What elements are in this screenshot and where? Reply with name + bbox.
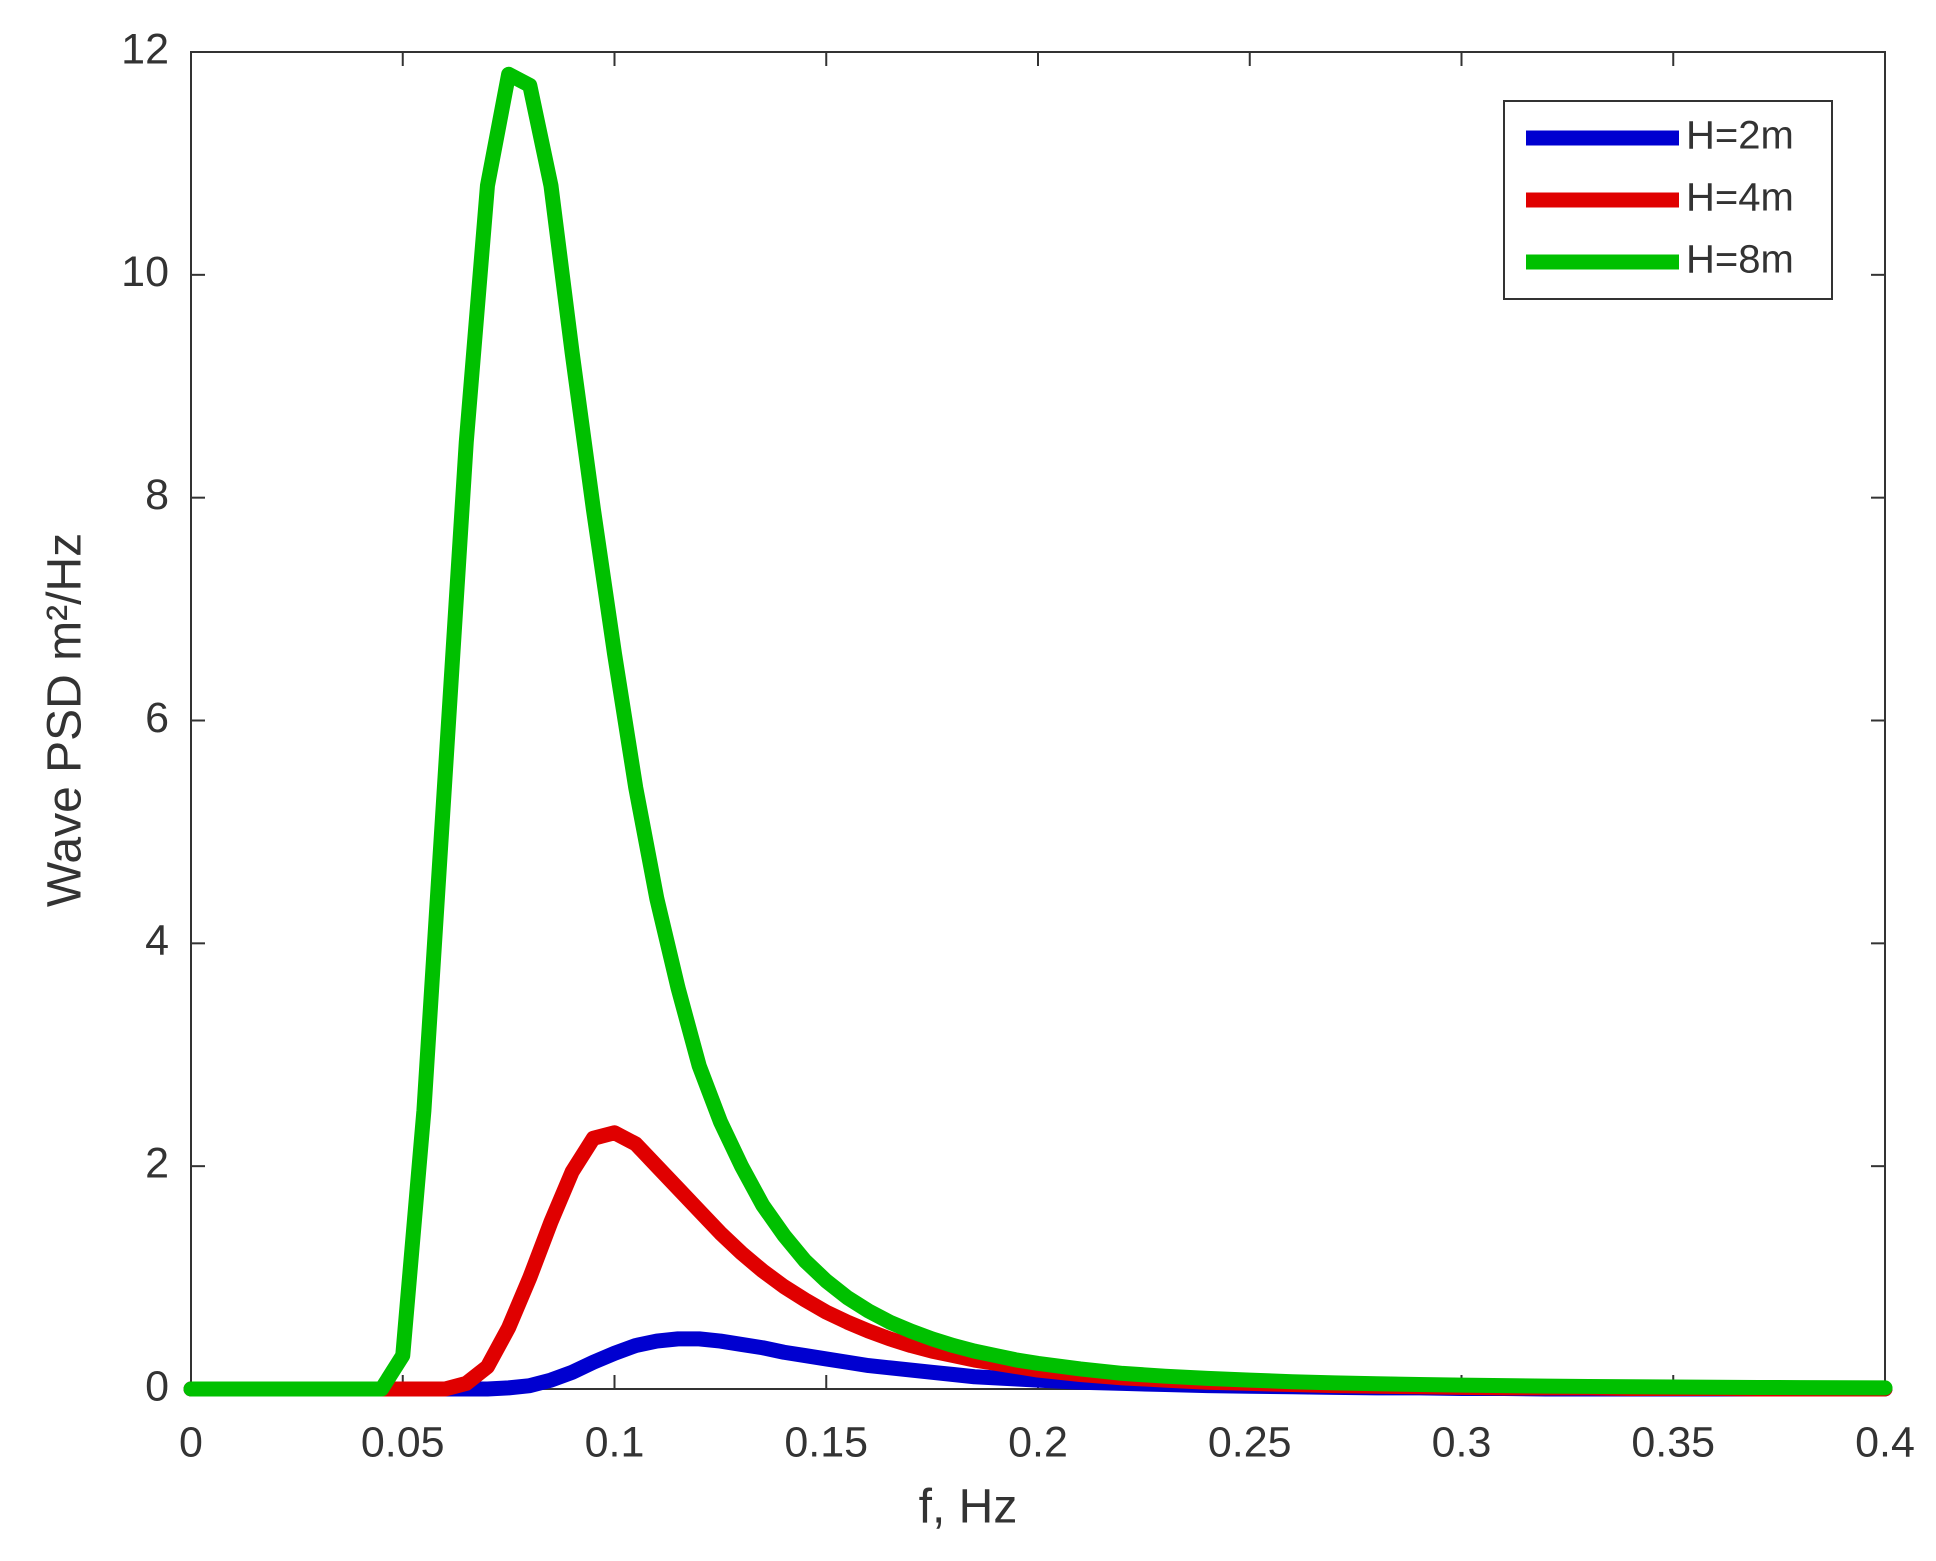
x-tick-label: 0.2 — [1008, 1418, 1068, 1466]
y-tick-label: 12 — [121, 25, 169, 73]
x-tick-label: 0.05 — [361, 1418, 445, 1466]
legend-label: H=8m — [1686, 238, 1794, 282]
y-tick-label: 4 — [145, 917, 169, 965]
y-axis-label: Wave PSD m²/Hz — [39, 533, 92, 907]
x-tick-label: 0.35 — [1631, 1418, 1715, 1466]
x-tick-label: 0.25 — [1208, 1418, 1292, 1466]
y-tick-label: 8 — [145, 471, 169, 519]
legend-label: H=4m — [1686, 176, 1794, 220]
x-tick-label: 0.1 — [585, 1418, 645, 1466]
y-tick-label: 6 — [145, 694, 169, 742]
y-tick-label: 2 — [145, 1140, 169, 1188]
x-tick-label: 0.3 — [1432, 1418, 1492, 1466]
x-axis-label: f, Hz — [919, 1481, 1018, 1534]
legend-label: H=2m — [1686, 114, 1794, 158]
y-tick-label: 0 — [145, 1362, 169, 1410]
series-line — [183, 66, 1893, 1397]
x-tick-label: 0.15 — [784, 1418, 868, 1466]
x-tick-label: 0 — [179, 1418, 203, 1466]
x-tick-label: 0.4 — [1855, 1418, 1915, 1466]
y-tick-label: 10 — [121, 248, 169, 296]
